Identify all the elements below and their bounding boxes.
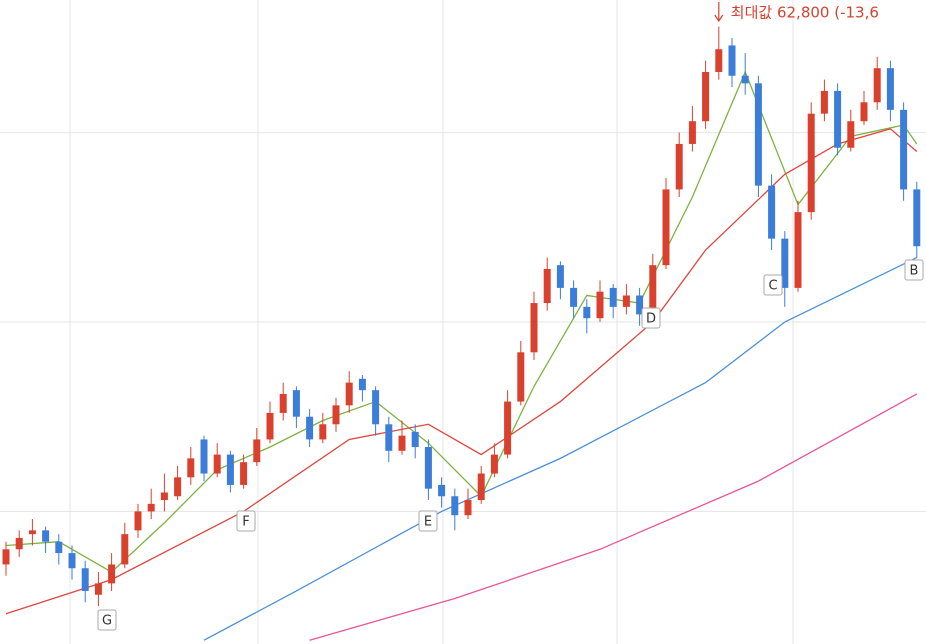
candle-body <box>81 568 89 591</box>
candle-body <box>754 83 762 186</box>
candle-body <box>609 287 617 307</box>
candle-body <box>424 447 432 489</box>
candle-body <box>570 287 578 307</box>
candle-body <box>583 306 591 319</box>
candle-body <box>15 537 23 550</box>
candle-body <box>873 68 881 103</box>
annotation-box <box>97 609 117 631</box>
candle-body <box>504 401 512 455</box>
candle-body <box>398 435 406 451</box>
max-arrow-head <box>714 14 724 23</box>
candle-body <box>147 503 155 512</box>
candle-body <box>807 113 815 213</box>
candle-body <box>688 121 696 144</box>
candle-body <box>94 583 102 595</box>
candle-body <box>292 390 300 417</box>
annotation-label: E <box>424 515 432 530</box>
candle-body <box>385 424 393 451</box>
candle-body <box>649 265 657 315</box>
candle-body <box>794 212 802 288</box>
candle-body <box>847 121 855 148</box>
candle-body <box>279 393 287 413</box>
candle-body <box>68 553 76 569</box>
annotation-box <box>236 510 256 532</box>
candle-body <box>240 462 248 485</box>
candle-body <box>464 500 472 516</box>
candle-body <box>121 534 129 565</box>
candle-body <box>200 439 208 474</box>
candle-body <box>834 90 842 148</box>
candle-body <box>2 549 10 565</box>
candle-body <box>134 511 142 531</box>
candle-body <box>768 185 776 239</box>
candle-body <box>319 424 327 440</box>
max-label: 최대값 62,800 (-13,6 <box>731 4 879 22</box>
annotation-box <box>904 259 924 281</box>
candle-body <box>900 109 908 190</box>
candle-body <box>174 477 182 497</box>
candle-body <box>596 291 604 319</box>
candle-body <box>438 484 446 497</box>
annotation-box <box>641 307 661 329</box>
candle-body <box>715 49 723 72</box>
candle-body <box>226 454 234 485</box>
candle-body <box>411 431 419 448</box>
annotation-label: C <box>768 279 777 294</box>
candle-body <box>622 295 630 307</box>
candle-body <box>345 382 353 406</box>
candle-body <box>358 378 366 391</box>
candle-body <box>451 496 459 516</box>
annotation-label: G <box>102 614 112 629</box>
candle-body <box>820 90 828 114</box>
annotation-label: F <box>242 515 249 530</box>
candle-body <box>187 458 195 478</box>
candle-body <box>477 473 485 501</box>
candle-body <box>860 102 868 122</box>
annotation-label: D <box>646 312 656 327</box>
candle-body <box>913 189 921 247</box>
candle-body <box>253 439 261 463</box>
candle-body <box>42 530 50 542</box>
candle-body <box>306 416 314 440</box>
candle-body <box>28 530 36 535</box>
candle-body <box>160 492 168 501</box>
candle-body <box>332 405 340 425</box>
candle-body <box>530 303 538 353</box>
candle-body <box>517 352 525 402</box>
candle-body <box>886 68 894 110</box>
moving-average-line <box>5 128 918 615</box>
candle-body <box>662 189 670 266</box>
annotation-box <box>763 274 783 296</box>
annotation-box <box>418 510 438 532</box>
candle-body <box>702 71 710 122</box>
candle-body <box>741 75 749 84</box>
candle-body <box>543 268 551 304</box>
candle-body <box>556 265 564 288</box>
annotation-label: B <box>910 264 919 279</box>
moving-average-line <box>203 257 918 641</box>
candle-body <box>266 412 274 440</box>
candle-body <box>55 541 63 554</box>
candle-body <box>636 295 644 315</box>
candle-body <box>372 390 380 425</box>
candle-body <box>490 454 498 474</box>
candle-body <box>108 564 116 584</box>
candle-body <box>728 45 736 76</box>
candle-body <box>675 143 683 190</box>
candle-body <box>781 238 789 288</box>
candle-body <box>213 454 221 474</box>
moving-average-line <box>309 393 918 641</box>
